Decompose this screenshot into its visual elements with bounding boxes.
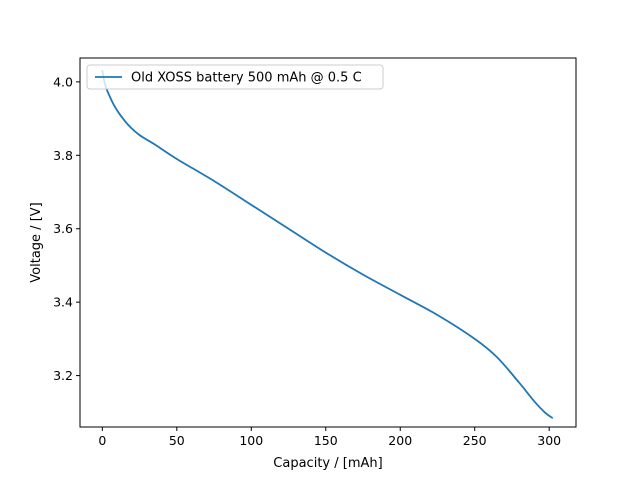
- x-tick-label: 300: [537, 433, 561, 448]
- y-tick-label: 3.8: [53, 148, 73, 163]
- x-tick-label: 150: [314, 433, 338, 448]
- y-tick-label: 3.2: [53, 368, 73, 383]
- plot-area: [80, 58, 576, 427]
- x-axis: 0 50 100 150 200 250 300: [98, 427, 561, 448]
- plot-frame: [79, 57, 577, 428]
- x-axis-label: Capacity / [mAh]: [273, 456, 382, 471]
- x-tick-label: 0: [98, 433, 106, 448]
- y-tick-label: 3.6: [53, 221, 73, 236]
- series-line: [101, 69, 554, 419]
- legend: Old XOSS battery 500 mAh @ 0.5 C: [86, 64, 384, 90]
- series-layer: [101, 69, 554, 419]
- legend-label: Old XOSS battery 500 mAh @ 0.5 C: [131, 71, 362, 86]
- y-tick-label: 3.4: [53, 295, 73, 310]
- x-tick-label: 250: [463, 433, 487, 448]
- x-tick-label: 200: [388, 433, 412, 448]
- x-tick-label: 50: [169, 433, 185, 448]
- x-tick-label: 100: [239, 433, 263, 448]
- y-axis: 3.2 3.4 3.6 3.8 4.0: [53, 74, 80, 383]
- legend-box: [86, 64, 384, 90]
- y-axis-label: Voltage / [V]: [29, 202, 44, 282]
- y-tick-label: 4.0: [53, 74, 73, 89]
